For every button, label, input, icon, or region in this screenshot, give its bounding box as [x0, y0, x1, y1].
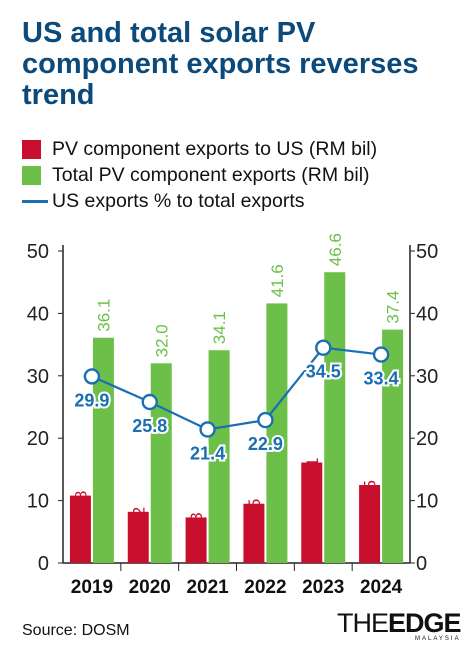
- x-tick-label: 2019: [71, 577, 113, 598]
- x-tick-label: 2023: [302, 577, 344, 598]
- logo-subtitle: MALAYSIA: [415, 636, 461, 642]
- bar-us-exports: [301, 462, 323, 563]
- legend-label: US exports % to total exports: [52, 190, 305, 212]
- legend-swatch-green: [22, 166, 41, 185]
- point-label-us-share: 34.5: [306, 362, 341, 382]
- bar-us-exports: [359, 485, 381, 563]
- bar-label-us-exports: 9.5: [245, 499, 264, 523]
- y-tick-label-left: 10: [27, 491, 49, 513]
- bar-total-exports: [92, 337, 114, 563]
- logo-the: THE: [337, 608, 389, 638]
- point-us-share: [83, 368, 101, 385]
- line-us-share: [91, 346, 382, 431]
- point-us-share: [199, 421, 216, 438]
- legend-line-blue: [22, 200, 48, 203]
- point-label-us-share: 22.9: [248, 434, 283, 454]
- bar-us-exports: [127, 511, 149, 563]
- legend-label: Total PV component exports (RM bil): [52, 164, 370, 186]
- legend-item-total-exports: Total PV component exports (RM bil): [22, 162, 462, 188]
- bar-label-us-exports: 8.2: [129, 507, 148, 531]
- bar-label-total-exports: 41.6: [268, 264, 287, 297]
- x-tick-label: 2022: [244, 577, 286, 598]
- source-note: Source: DOSM: [22, 622, 130, 639]
- point-label-us-share: 29.9: [74, 390, 109, 410]
- x-tick-label: 2021: [186, 577, 229, 598]
- y-tick-label-right: 10: [416, 491, 438, 513]
- bar-total-exports: [208, 350, 230, 563]
- y-tick-label-left: 40: [27, 303, 49, 325]
- point-label-us-share: 21.4: [190, 443, 225, 463]
- point-label-us-share: 25.8: [132, 416, 167, 436]
- logo-wordmark: THEEDGE: [337, 608, 462, 639]
- bar-total-exports: [382, 329, 404, 563]
- legend-label: PV component exports to US (RM bil): [52, 138, 378, 160]
- y-tick-label-right: 50: [416, 241, 438, 263]
- bar-label-total-exports: 37.4: [384, 291, 403, 324]
- bar-total-exports: [266, 303, 288, 563]
- legend-item-us-exports: PV component exports to US (RM bil): [22, 136, 462, 162]
- bar-us-exports: [243, 503, 265, 563]
- y-tick-label-right: 0: [416, 553, 427, 575]
- y-tick-label-left: 50: [27, 241, 49, 263]
- chart-title: US and total solar PV component exports …: [22, 17, 419, 111]
- bar-label-total-exports: 34.1: [210, 311, 229, 344]
- bar-label-total-exports: 46.6: [326, 233, 345, 266]
- bar-label-us-exports: 7.3: [187, 512, 206, 536]
- bar-us-exports: [69, 495, 91, 563]
- bar-label-us-exports: 16.1: [303, 458, 322, 491]
- point-us-share: [315, 339, 332, 356]
- y-tick-label-right: 30: [416, 366, 438, 388]
- logo-edge: EDGE: [388, 608, 462, 638]
- y-tick-label-left: 20: [27, 428, 49, 450]
- legend-swatch-red: [22, 140, 41, 159]
- bar-total-exports: [150, 363, 172, 563]
- bar-label-us-exports: 10.8: [71, 491, 90, 524]
- bar-label-us-exports: 12.5: [361, 480, 380, 513]
- y-tick-label-right: 40: [416, 303, 438, 325]
- x-tick-label: 2020: [129, 577, 171, 598]
- point-label-us-share: 33.4: [364, 369, 399, 389]
- y-tick-label-left: 30: [27, 366, 49, 388]
- bar-label-total-exports: 36.1: [94, 299, 113, 332]
- bar-total-exports: [324, 272, 346, 563]
- point-us-share: [141, 393, 158, 411]
- point-us-share: [257, 411, 274, 429]
- bar-us-exports: [185, 517, 207, 563]
- point-us-share: [372, 346, 390, 363]
- bar-label-total-exports: 32.0: [152, 324, 171, 357]
- x-tick-label: 2024: [360, 577, 403, 598]
- legend-item-us-share: US exports % to total exports: [22, 188, 462, 214]
- y-tick-label-left: 0: [38, 553, 49, 575]
- y-tick-label-right: 20: [416, 428, 438, 450]
- the-edge-logo: THEEDGE MALAYSIA: [337, 608, 467, 646]
